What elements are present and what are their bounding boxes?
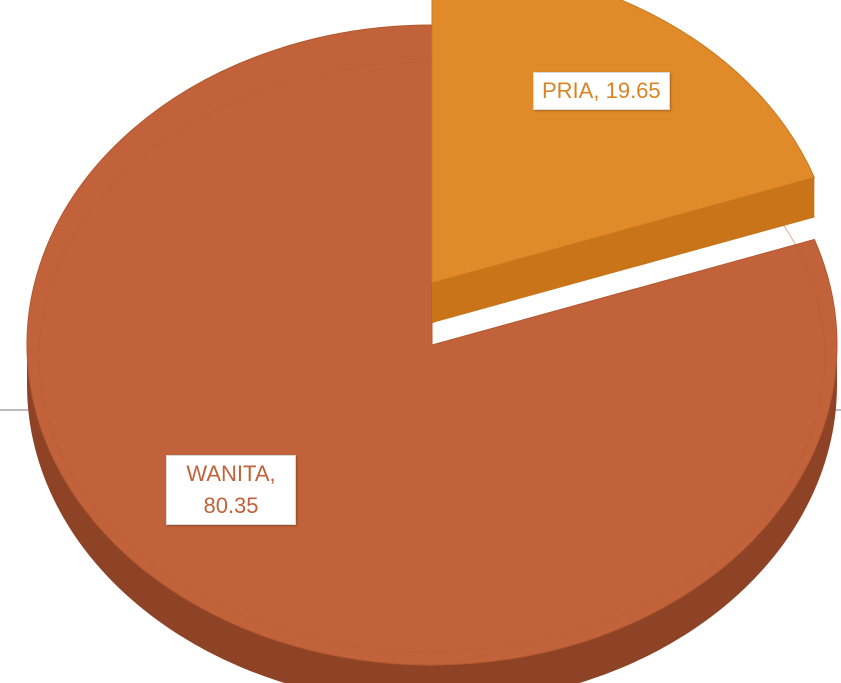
slice-pria bbox=[431, 0, 816, 323]
data-label-pria: PRIA, 19.65 bbox=[533, 72, 670, 110]
data-label-wanita-value: 80.35 bbox=[203, 493, 259, 518]
pria-cut-face bbox=[432, 177, 815, 323]
pria-front-edge bbox=[432, 283, 434, 323]
data-label-wanita: WANITA, 80.35 bbox=[166, 455, 296, 525]
pria-top-face bbox=[431, 0, 816, 284]
data-label-pria-name: PRIA, bbox=[542, 78, 600, 103]
data-label-pria-value: 19.65 bbox=[605, 78, 661, 103]
data-label-wanita-name: WANITA, bbox=[186, 461, 276, 486]
